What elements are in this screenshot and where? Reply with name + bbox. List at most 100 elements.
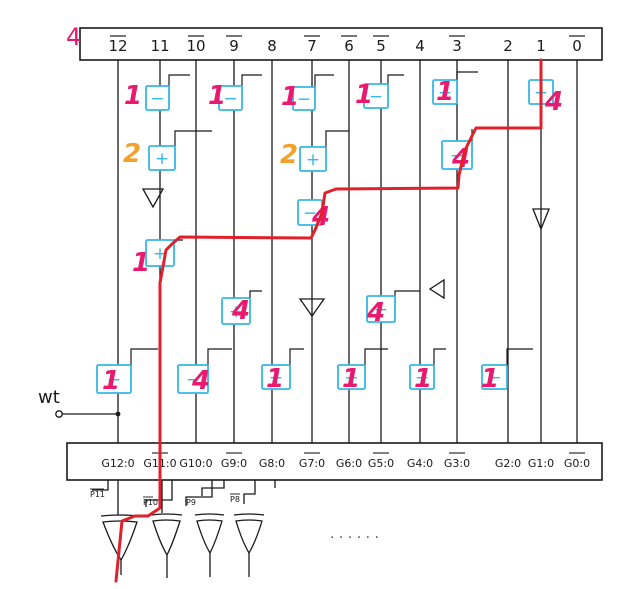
cell-note: 1 [355,80,373,110]
ellipsis: . . . . . . [330,526,379,542]
input-bit-4: 4 [415,37,425,55]
input-bit-8: 8 [267,37,277,55]
cell-sign: − [150,89,164,109]
cell-box [337,364,366,390]
cell-note: 2 [280,140,298,170]
cell-sign: − [186,370,200,390]
cell-note: 4 [231,296,250,326]
output-label: G10:0 [179,457,212,470]
output-gates [92,480,276,578]
cell-sign: − [344,368,358,388]
output-label: G5:0 [368,457,394,470]
xor-gate-1 [102,520,138,562]
cell-sign: + [229,302,243,322]
cell-box [481,364,508,390]
cell-c17: −1 [337,364,366,394]
cell-c1: −1 [124,81,170,111]
pin-label: P8 [230,495,240,504]
cell-sign: − [297,90,311,110]
cell-c12: +4 [221,296,251,326]
cell-sign: − [269,368,283,388]
cell-c10: −4 [297,199,330,232]
cell-sign: − [438,83,452,103]
cell-c2: −1 [208,81,243,111]
cell-c11: +1 [132,239,175,278]
output-label: G2:0 [495,457,521,470]
input-bit-labels: 12 11 10 9 8 7 6 5 4 3 2 1 0 [108,35,585,55]
cell-note: 1 [266,364,284,394]
cell-box [366,295,396,323]
cell-box [96,364,132,394]
cell-box [145,239,175,267]
input-bit-2: 2 [503,37,513,55]
pin-labels: P11 P10 P9 P8 [90,488,240,507]
cell-sign: − [450,146,464,166]
output-label: G9:0 [221,457,247,470]
xor-gate-3 [196,519,223,555]
cell-c5: −1 [432,77,458,107]
cell-box [299,146,327,172]
cell-c3: −1 [281,82,316,112]
buffer-col11 [141,188,165,209]
cell-c6: −4 [528,79,563,117]
cell-note: 1 [132,248,150,278]
cell-c18: −1 [409,364,435,394]
cell-box [409,364,435,390]
cell-sign: − [415,368,429,388]
cell-box [363,83,389,109]
output-label: G7:0 [299,457,325,470]
input-bit-9: 9 [229,37,239,55]
input-bit-10: 10 [186,37,205,55]
input-bit-7: 7 [307,37,317,55]
wt-terminal [55,410,63,418]
input-bit-5: 5 [376,37,386,55]
side-taps [130,71,533,373]
buffer-gates [141,188,550,318]
pin-label: P9 [186,498,196,507]
input-bit-6: 6 [344,37,354,55]
cells-layer: −1 −1 −1 −1 −1 −4+2 +2 −4−4+1+4 −4−1 −4 −1 −1 −1 −1 [96,77,563,396]
cell-sign: − [487,368,501,388]
cell-c7: +2 [123,139,176,171]
output-label: G3:0 [444,457,470,470]
pin-label: P11 [90,490,105,499]
xor-gate-2 [152,519,181,557]
cell-c15: −4 [177,364,210,396]
cell-note: 1 [481,364,499,394]
cell-box [218,85,243,111]
cell-c16: −1 [261,364,291,394]
cell-box [292,86,316,111]
cell-note: 2 [123,139,141,169]
cell-note: 1 [414,364,432,394]
cell-c14: −1 [96,364,132,396]
cell-note: 4 [366,298,385,328]
input-bit-1: 1 [536,37,546,55]
corner-label: 4 [66,23,81,51]
cell-c19: −1 [481,364,508,394]
output-label: G12:0 [101,457,134,470]
output-label: G6:0 [336,457,362,470]
buffer-col7 [298,298,326,318]
output-label: G8:0 [259,457,285,470]
input-bit-0: 0 [572,37,582,55]
output-label: G1:0 [528,457,554,470]
input-register [79,27,603,61]
cell-box [145,85,170,111]
cell-c13: −4 [366,295,396,328]
buffer-col4 [428,278,445,300]
cell-sign: − [303,204,317,224]
cell-box [261,364,291,390]
cell-note: 1 [102,366,120,396]
cell-box [221,297,251,325]
cell-note: 1 [208,81,226,111]
cell-sign: − [107,370,121,390]
output-label: G4:0 [407,457,433,470]
cell-sign: − [374,300,388,320]
cell-sign: − [223,89,237,109]
cell-note: 1 [436,77,454,107]
buffer-col1 [532,208,550,231]
output-label: G0:0 [564,457,590,470]
wt-label: wt [38,387,60,408]
cell-box [177,364,209,394]
